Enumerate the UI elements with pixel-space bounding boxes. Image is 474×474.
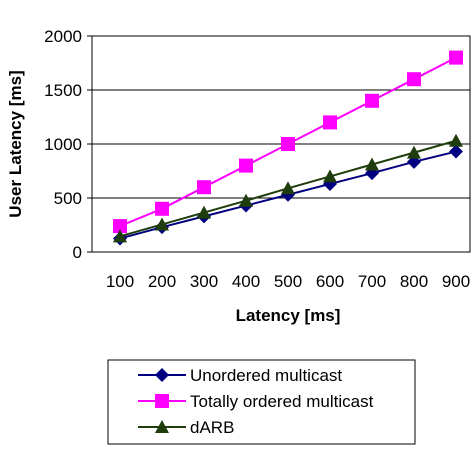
legend-label: dARB [190,418,234,437]
x-axis-title: Latency [ms] [236,306,341,325]
data-point [113,229,127,243]
y-axis-ticks: 0 500 1000 1500 2000 [44,27,92,262]
data-point [155,368,169,382]
data-point [197,180,211,195]
series-1 [113,50,463,234]
data-point [281,137,295,151]
series-group [113,50,463,246]
data-point [155,201,169,216]
data-point [449,144,463,159]
x-tick-label: 400 [232,272,260,291]
data-point [155,394,169,408]
x-tick-label: 700 [358,272,386,291]
data-point [449,50,463,65]
data-point [239,193,253,207]
x-tick-label: 500 [274,272,302,291]
legend-label: Unordered multicast [190,366,342,385]
y-tick-label: 500 [54,189,82,208]
y-tick-label: 2000 [44,27,82,46]
data-point [365,93,379,108]
data-point [407,145,421,159]
data-point [155,217,169,231]
y-axis-title: User Latency [ms] [6,70,25,217]
data-point [239,158,253,173]
y-tick-label: 1500 [44,81,82,100]
x-tick-label: 900 [442,272,470,291]
data-point [365,157,379,171]
data-point [407,72,421,87]
data-point [197,205,211,219]
data-point [323,169,337,183]
x-tick-label: 300 [190,272,218,291]
legend-label: Totally ordered multicast [190,392,374,411]
data-point [449,133,463,147]
x-axis-ticks: 100 200 300 400 500 600 700 800 900 [106,272,470,291]
x-tick-label: 200 [148,272,176,291]
legend: Unordered multicast Totally ordered multi… [107,359,416,445]
x-tick-label: 800 [400,272,428,291]
y-tick-label: 1000 [44,135,82,154]
x-tick-label: 600 [316,272,344,291]
y-tick-label: 0 [73,243,82,262]
data-point [113,219,127,234]
data-point [155,420,169,433]
series-2 [113,133,463,243]
data-point [323,115,337,130]
x-tick-label: 100 [106,272,134,291]
data-point [281,181,295,195]
